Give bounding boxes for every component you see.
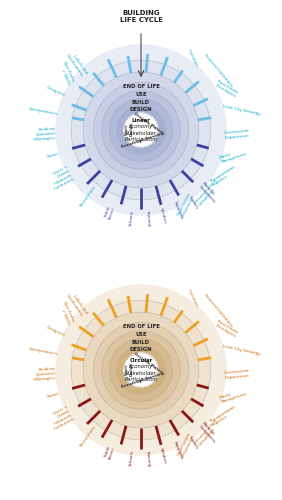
Text: Economy: Economy — [129, 364, 153, 370]
Text: Traders: Traders — [187, 194, 198, 209]
Circle shape — [83, 72, 199, 188]
Text: Users'
Design: Users' Design — [125, 122, 133, 136]
Text: Users +
Citizen
Initiatives
Institutions: Users + Citizen Initiatives Institutions — [46, 164, 75, 191]
Text: Construction
Companies: Construction Companies — [176, 432, 196, 459]
Text: Schools: Schools — [129, 210, 135, 226]
Circle shape — [102, 331, 180, 409]
Text: BUILD: BUILD — [132, 340, 150, 345]
Text: Construction
Companies: Construction Companies — [176, 192, 196, 219]
Circle shape — [83, 312, 199, 428]
Text: Vendors: Vendors — [159, 207, 168, 224]
Circle shape — [71, 60, 211, 200]
Text: Researchers: Researchers — [79, 184, 97, 208]
Text: Public
Sector: Public Sector — [103, 445, 115, 460]
Circle shape — [102, 91, 180, 169]
Text: Deconstruction
Companies: Deconstruction Companies — [194, 418, 222, 447]
Text: Knowledge Transfer: Knowledge Transfer — [120, 132, 163, 149]
Text: Deconstruction
Companies: Deconstruction Companies — [194, 178, 222, 207]
Text: Local City Strategy: Local City Strategy — [222, 344, 261, 356]
Text: Participation: Participation — [124, 377, 158, 382]
Text: DESIGN: DESIGN — [130, 347, 152, 352]
Text: Owner: Owner — [46, 392, 60, 400]
Text: Stakeholder: Stakeholder — [125, 130, 157, 136]
Circle shape — [71, 300, 211, 440]
Circle shape — [109, 338, 173, 402]
Text: Financial Institutions: Financial Institutions — [203, 293, 233, 328]
Text: Non Profits
+ NGOs: Non Profits + NGOs — [58, 61, 75, 85]
Text: Designers: Designers — [45, 86, 66, 98]
Text: Waste
Management: Waste Management — [219, 388, 248, 404]
Circle shape — [124, 113, 158, 147]
Circle shape — [117, 346, 165, 394]
Text: Participation: Participation — [124, 137, 158, 142]
Text: Financial Institutions: Financial Institutions — [203, 53, 233, 88]
Text: Building
Operators
+Managers: Building Operators +Managers — [32, 367, 57, 382]
Text: Waste
Management: Waste Management — [219, 148, 248, 164]
Text: Designers: Designers — [45, 326, 66, 338]
Text: Researchers: Researchers — [79, 424, 97, 448]
Circle shape — [56, 45, 226, 215]
Text: Stakeholder: Stakeholder — [125, 370, 157, 376]
Text: END OF LIFE: END OF LIFE — [123, 324, 159, 329]
Text: Vendors: Vendors — [159, 447, 168, 464]
Text: Government
Department: Government Department — [224, 369, 250, 380]
Circle shape — [93, 82, 189, 178]
Text: BUILDING
LIFE CYCLE: BUILDING LIFE CYCLE — [120, 10, 162, 23]
Text: Users +
Citizen
Initiatives
Institutions: Users + Citizen Initiatives Institutions — [46, 404, 75, 431]
Text: Knowledge Transfer: Knowledge Transfer — [120, 372, 163, 389]
Text: USE: USE — [135, 332, 147, 337]
Text: Suppliers: Suppliers — [173, 200, 184, 220]
Text: Building
Operators
+Managers: Building Operators +Managers — [32, 127, 57, 142]
Text: Linear: Linear — [132, 118, 150, 123]
Text: Investors: Investors — [187, 289, 199, 308]
Text: Material
Companies: Material Companies — [198, 181, 220, 204]
Circle shape — [93, 322, 189, 418]
Circle shape — [56, 285, 226, 455]
Circle shape — [109, 98, 173, 162]
Text: Owner: Owner — [46, 152, 60, 160]
Text: Transportation
Logistics: Transportation Logistics — [209, 404, 239, 427]
Text: Material
Companies: Material Companies — [198, 421, 220, 444]
Text: Investors: Investors — [187, 49, 199, 68]
Text: Entrepreneurs: Entrepreneurs — [29, 347, 58, 356]
Text: Labels and
Certifications: Labels and Certifications — [65, 290, 88, 318]
Text: Government
Department: Government Department — [224, 129, 250, 140]
Text: Suppliers: Suppliers — [173, 440, 184, 460]
Text: Local City Strategy: Local City Strategy — [222, 104, 261, 116]
Text: DESIGN: DESIGN — [130, 107, 152, 112]
Text: Training: Training — [145, 210, 151, 226]
Text: Training: Training — [145, 450, 151, 466]
Circle shape — [117, 106, 165, 154]
Text: Decision Making: Decision Making — [133, 112, 164, 136]
Text: END OF LIFE: END OF LIFE — [123, 84, 159, 89]
Text: Real Estate
Developers: Real Estate Developers — [214, 319, 239, 338]
Text: Entrepreneurs: Entrepreneurs — [29, 107, 58, 116]
Text: Users'
Design: Users' Design — [125, 362, 133, 376]
Text: Economy: Economy — [129, 124, 153, 130]
Text: BUILD: BUILD — [132, 100, 150, 105]
Text: Decision Making: Decision Making — [133, 352, 164, 376]
Circle shape — [124, 353, 158, 387]
Text: Labels and
Certifications: Labels and Certifications — [65, 50, 88, 78]
Text: Public
Sector: Public Sector — [103, 205, 115, 220]
Text: Real Estate
Developers: Real Estate Developers — [214, 79, 239, 98]
Text: Traders: Traders — [187, 434, 198, 449]
Text: USE: USE — [135, 92, 147, 97]
Text: Schools: Schools — [129, 450, 135, 466]
Text: Transportation
Logistics: Transportation Logistics — [209, 164, 239, 188]
Text: Circular: Circular — [129, 358, 153, 363]
Text: Non Profits
+ NGOs: Non Profits + NGOs — [58, 301, 75, 325]
